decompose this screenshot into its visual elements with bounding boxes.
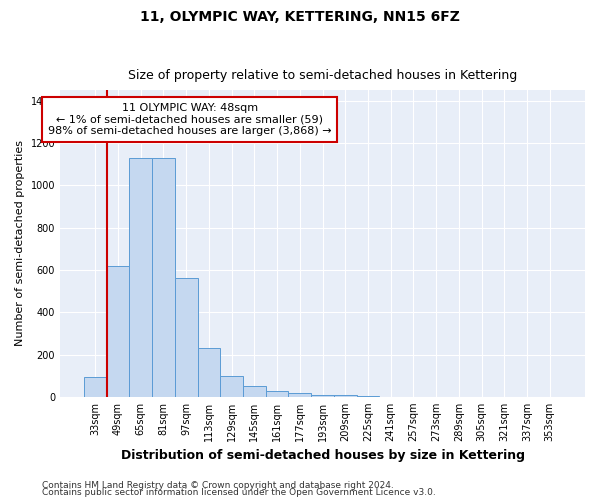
Bar [107,266,130,397]
Bar [289,392,311,397]
Bar [243,386,266,397]
Text: Contains public sector information licensed under the Open Government Licence v3: Contains public sector information licen… [42,488,436,497]
Bar [334,396,356,397]
Bar [130,158,152,397]
Y-axis label: Number of semi-detached properties: Number of semi-detached properties [15,140,25,346]
Text: 11, OLYMPIC WAY, KETTERING, NN15 6FZ: 11, OLYMPIC WAY, KETTERING, NN15 6FZ [140,10,460,24]
Title: Size of property relative to semi-detached houses in Kettering: Size of property relative to semi-detach… [128,69,517,82]
Text: Contains HM Land Registry data © Crown copyright and database right 2024.: Contains HM Land Registry data © Crown c… [42,480,394,490]
Bar [152,158,175,397]
Bar [220,376,243,397]
Bar [197,348,220,397]
Bar [175,278,197,397]
Bar [84,376,107,397]
Bar [266,391,289,397]
Bar [356,396,379,397]
X-axis label: Distribution of semi-detached houses by size in Kettering: Distribution of semi-detached houses by … [121,450,524,462]
Text: 11 OLYMPIC WAY: 48sqm
← 1% of semi-detached houses are smaller (59)
98% of semi-: 11 OLYMPIC WAY: 48sqm ← 1% of semi-detac… [48,103,331,136]
Bar [311,394,334,397]
